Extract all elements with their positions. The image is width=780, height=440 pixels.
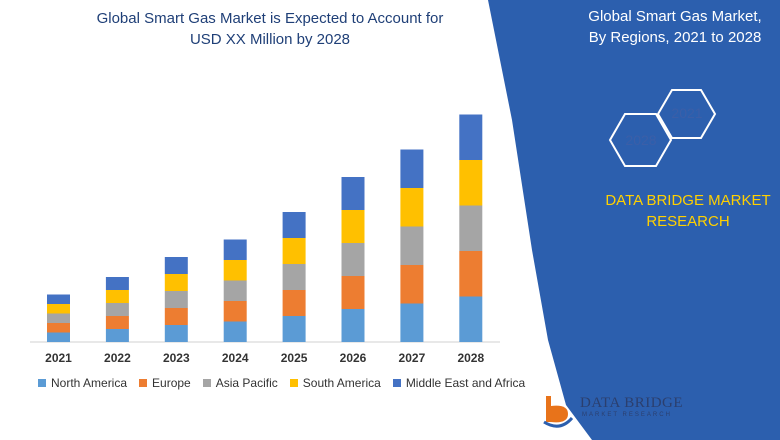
bar-segment-europe-2021 xyxy=(47,323,70,333)
legend-label: South America xyxy=(302,376,381,390)
x-tick-label: 2026 xyxy=(340,351,367,365)
bar-segment-europe-2024 xyxy=(223,301,247,322)
bar-segment-south-america-2028 xyxy=(459,160,483,206)
x-tick-label: 2022 xyxy=(104,351,131,365)
legend-swatch xyxy=(38,379,46,387)
side-panel-title-line-2: By Regions, 2021 to 2028 xyxy=(588,29,762,46)
bar-segment-south-america-2022 xyxy=(105,290,129,303)
bar-segment-asia-pacific-2023 xyxy=(164,291,188,308)
bar-segment-south-america-2021 xyxy=(47,304,70,314)
bar-segment-europe-2027 xyxy=(400,265,424,304)
bar-segment-asia-pacific-2022 xyxy=(105,303,129,316)
company-logo: DATA BRIDGE MARKET RESEARCH xyxy=(538,392,698,432)
hex-badge-2028 xyxy=(608,113,673,167)
bar-segment-europe-2022 xyxy=(105,316,129,329)
legend-label: North America xyxy=(51,376,128,390)
logo-name: DATA BRIDGE xyxy=(580,395,684,411)
chart-title: Global Smart Gas Market is Expected to A… xyxy=(60,8,480,50)
brand-text: DATA BRIDGE MARKET RESEARCH xyxy=(588,190,780,232)
legend-swatch xyxy=(289,379,298,387)
hex-label-2028: 2028 xyxy=(625,132,657,148)
bar-segment-europe-2025 xyxy=(282,290,306,316)
bar-segment-asia-pacific-2021 xyxy=(47,313,70,323)
bar-segment-north-america-2028 xyxy=(459,296,483,342)
brand-text-line-1: DATA BRIDGE MARKET xyxy=(605,192,771,209)
legend-item-middle-east-africa: Middle East and Africa xyxy=(392,376,526,390)
x-tick-labels: 2021 2022 2023 2024 2025 2026 2027 2028 xyxy=(45,351,484,365)
hex-label-2021: 2021 xyxy=(671,105,703,121)
logo-tagline: MARKET RESEARCH xyxy=(582,412,672,418)
legend-item-north-america: North America xyxy=(38,376,127,390)
x-tick-label: 2025 xyxy=(281,351,308,365)
bar-segment-south-america-2024 xyxy=(223,260,247,281)
bar-segment-north-america-2023 xyxy=(164,325,188,342)
legend-swatch xyxy=(202,379,211,387)
bar-segment-asia-pacific-2027 xyxy=(400,226,424,265)
bar-segment-north-america-2022 xyxy=(105,329,129,342)
x-tick-label: 2021 xyxy=(45,351,72,365)
bar-segment-asia-pacific-2028 xyxy=(459,205,483,251)
legend-label: Middle East and Africa xyxy=(405,376,526,390)
bar-segment-europe-2023 xyxy=(164,308,188,325)
bar-segment-south-america-2023 xyxy=(164,274,188,291)
x-tick-label: 2024 xyxy=(222,351,249,365)
legend-swatch xyxy=(139,379,148,387)
chart-title-line-2: USD XX Million by 2028 xyxy=(189,31,351,48)
legend: North America Europe Asia Pacific South … xyxy=(38,376,525,390)
legend-swatch xyxy=(392,379,401,387)
bar-segment-south-america-2025 xyxy=(282,238,306,264)
bar-segment-asia-pacific-2025 xyxy=(282,264,306,290)
bar-segment-middle-east-and-africa-2021 xyxy=(47,294,70,304)
bar-segment-south-america-2026 xyxy=(341,210,365,243)
legend-item-south-america: South America xyxy=(289,376,381,390)
logo-mark-icon xyxy=(543,396,574,428)
legend-item-asia-pacific: Asia Pacific xyxy=(202,376,278,390)
bar-segment-north-america-2025 xyxy=(282,316,306,342)
bar-segment-south-america-2027 xyxy=(400,188,424,227)
side-panel-title: Global Smart Gas Market, By Regions, 202… xyxy=(580,6,770,48)
hex-badge-2021 xyxy=(656,89,717,139)
bar-segment-north-america-2024 xyxy=(223,321,247,342)
bar-segment-north-america-2026 xyxy=(341,309,365,342)
bar-segment-middle-east-and-africa-2024 xyxy=(223,239,247,260)
bars-group xyxy=(47,114,483,342)
brand-text-line-2: RESEARCH xyxy=(646,213,730,230)
bar-segment-middle-east-and-africa-2026 xyxy=(341,177,365,210)
chart-title-line-1: Global Smart Gas Market is Expected to A… xyxy=(96,10,444,27)
bar-segment-middle-east-and-africa-2025 xyxy=(282,212,306,238)
side-panel-title-line-1: Global Smart Gas Market, xyxy=(588,8,762,25)
x-tick-label: 2028 xyxy=(457,351,484,365)
legend-label: Asia Pacific xyxy=(215,376,278,390)
bar-segment-middle-east-and-africa-2022 xyxy=(105,277,129,290)
side-panel xyxy=(488,0,780,440)
x-tick-label: 2023 xyxy=(163,351,190,365)
bar-segment-middle-east-and-africa-2027 xyxy=(400,149,424,188)
bar-segment-north-america-2027 xyxy=(400,303,424,342)
legend-item-europe: Europe xyxy=(139,376,191,390)
bar-segment-europe-2026 xyxy=(341,276,365,309)
bar-segment-asia-pacific-2026 xyxy=(341,243,365,276)
legend-label: Europe xyxy=(152,376,191,390)
bar-segment-middle-east-and-africa-2023 xyxy=(164,257,188,274)
bar-segment-europe-2028 xyxy=(459,251,483,297)
bar-segment-asia-pacific-2024 xyxy=(223,280,247,301)
bar-segment-middle-east-and-africa-2028 xyxy=(459,114,483,160)
bar-segment-north-america-2021 xyxy=(47,332,70,342)
x-tick-label: 2027 xyxy=(399,351,426,365)
